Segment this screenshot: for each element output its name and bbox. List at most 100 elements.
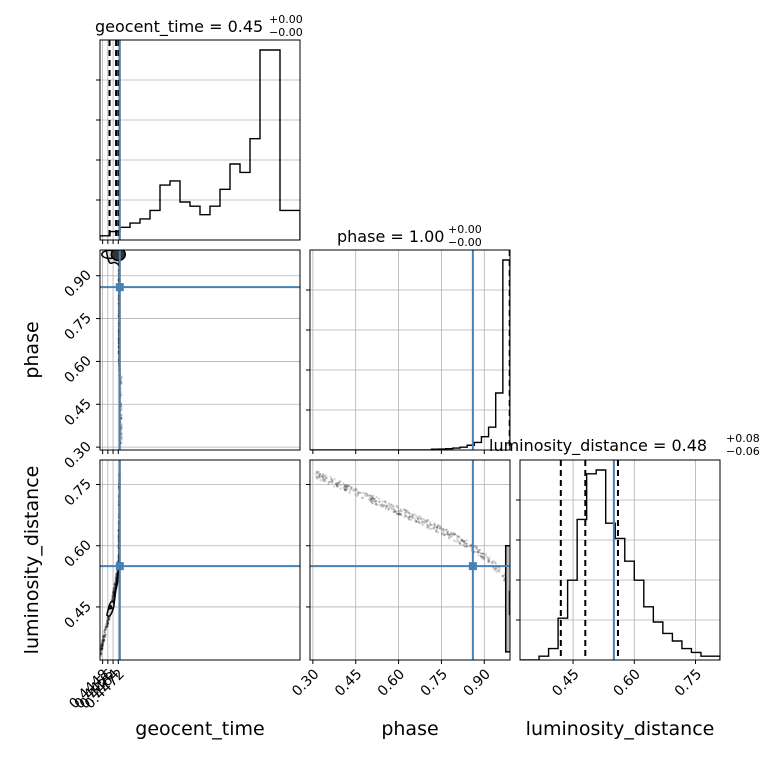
- sample-point: [101, 643, 104, 646]
- sample-point: [111, 594, 115, 598]
- x-tick-label-luminosity-distance: 0.60: [611, 666, 644, 699]
- sample-point: [475, 547, 478, 551]
- sample-point: [360, 496, 363, 499]
- sample-point: [426, 524, 429, 527]
- sample-point: [392, 508, 395, 511]
- sample-point: [417, 521, 420, 524]
- sample-point: [426, 525, 429, 528]
- sample-point: [388, 503, 391, 506]
- sample-point: [477, 551, 481, 554]
- sample-point: [370, 494, 373, 498]
- sample-point: [100, 646, 103, 650]
- sample-point: [354, 493, 357, 496]
- sample-point: [106, 620, 109, 624]
- sample-point: [396, 512, 399, 515]
- sample-point: [105, 624, 108, 627]
- sample-point: [107, 616, 110, 619]
- sample-point: [476, 549, 480, 552]
- sample-point: [102, 638, 105, 641]
- sample-point: [100, 650, 103, 653]
- sample-point: [112, 592, 115, 595]
- sample-point: [372, 494, 375, 497]
- sample-point: [105, 625, 108, 628]
- sample-point: [441, 527, 444, 531]
- sample-point: [316, 471, 319, 474]
- sample-point: [105, 626, 108, 629]
- sample-point: [107, 619, 110, 622]
- sample-point: [484, 552, 487, 555]
- sample-point: [368, 494, 372, 497]
- sample-point: [435, 526, 439, 529]
- sample-point: [498, 570, 501, 573]
- sample-point: [348, 491, 351, 495]
- sample-point: [411, 514, 414, 517]
- sample-point: [112, 590, 115, 593]
- sample-point: [469, 544, 472, 547]
- sample-point: [369, 494, 373, 497]
- sample-point: [465, 544, 469, 547]
- sample-point: [374, 500, 377, 503]
- sample-point: [445, 531, 449, 534]
- sample-point: [102, 635, 105, 638]
- sample-point: [103, 630, 106, 634]
- sample-point: [421, 520, 424, 523]
- sample-point: [461, 539, 464, 542]
- sample-point: [450, 531, 453, 534]
- contour-peak: [107, 604, 114, 611]
- x-tick-label-luminosity-distance: 0.75: [672, 666, 705, 699]
- sample-point: [436, 525, 439, 529]
- sample-point: [378, 500, 381, 503]
- sample-point: [494, 561, 497, 565]
- sample-point: [449, 532, 453, 535]
- sample-point: [107, 618, 111, 622]
- sample-point: [411, 514, 414, 517]
- sample-point: [443, 532, 446, 535]
- sample-point: [405, 511, 409, 514]
- panel-phase-vs-luminosity_distance: [306, 459, 511, 664]
- sample-point: [410, 512, 413, 516]
- sample-point: [455, 535, 459, 538]
- sample-point: [112, 590, 115, 594]
- truth-marker: [115, 283, 124, 292]
- sample-point: [428, 524, 431, 527]
- contour-peak: [110, 250, 127, 262]
- sample-point: [378, 504, 381, 507]
- sample-point: [408, 512, 411, 515]
- sample-point: [344, 489, 347, 492]
- sample-point: [120, 375, 123, 378]
- histogram-step: [520, 469, 720, 660]
- sample-point: [371, 499, 374, 503]
- sample-point: [317, 473, 320, 476]
- sample-point: [407, 517, 410, 520]
- sample-point: [343, 484, 346, 488]
- sample-point: [399, 513, 402, 516]
- sample-point: [445, 528, 448, 531]
- sample-point: [433, 523, 436, 527]
- sample-point: [493, 567, 496, 570]
- sample-point: [318, 474, 321, 477]
- sample-point: [100, 647, 103, 650]
- sample-point: [439, 525, 442, 528]
- sample-point: [106, 625, 109, 629]
- sample-point: [102, 638, 105, 641]
- histogram-step: [100, 49, 300, 240]
- sample-point: [453, 539, 456, 542]
- sample-point: [106, 623, 109, 626]
- sample-point: [345, 486, 348, 489]
- sample-point: [103, 631, 107, 634]
- title-phase-lower: −0.00: [448, 236, 482, 249]
- sample-point: [405, 515, 409, 518]
- sample-point: [457, 535, 461, 538]
- sample-point: [399, 512, 402, 516]
- sample-point: [104, 626, 107, 629]
- sample-point: [488, 560, 491, 563]
- sample-point: [377, 500, 381, 504]
- sample-point: [104, 625, 107, 628]
- sample-point: [400, 510, 403, 513]
- sample-point: [106, 618, 109, 621]
- sample-point: [347, 484, 351, 487]
- sample-point: [416, 516, 419, 519]
- sample-point: [107, 618, 110, 621]
- sample-point: [441, 529, 444, 532]
- sample-point: [402, 508, 406, 511]
